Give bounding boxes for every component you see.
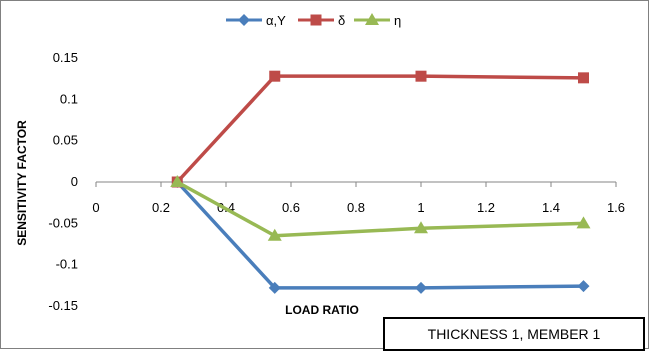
x-tick-label: 0: [92, 200, 99, 215]
data-point-square: [415, 70, 427, 82]
y-tick-label: 0: [71, 174, 78, 189]
series-line: [176, 180, 584, 238]
y-tick-label: 0.05: [53, 133, 78, 148]
series-3: [170, 175, 591, 241]
series-1: [171, 176, 590, 294]
legend-label: α,Υ: [266, 13, 286, 28]
legend-item: δ: [298, 13, 345, 28]
data-point-square: [269, 70, 281, 82]
series-2: [171, 70, 589, 188]
legend-item: α,Υ: [226, 13, 286, 28]
x-tick-label: 0.2: [152, 200, 170, 215]
x-axis-title: LOAD RATIO: [285, 303, 359, 317]
data-point-triangle: [365, 13, 379, 25]
series-group: [170, 70, 591, 294]
legend-label: δ: [338, 13, 345, 28]
y-tick-label: 0.1: [60, 91, 78, 106]
data-point-triangle: [267, 228, 282, 241]
x-tick-label: 1.6: [607, 200, 625, 215]
annotation-box: THICKNESS 1, MEMBER 1: [383, 317, 645, 351]
x-tick-label: 0.8: [347, 200, 365, 215]
x-tick-label: 1: [417, 200, 424, 215]
y-tick-label: -0.05: [48, 215, 78, 230]
data-point-diamond: [577, 280, 590, 293]
x-tick-label: 0.6: [282, 200, 300, 215]
data-point-diamond: [415, 281, 427, 294]
legend-label: η: [394, 13, 401, 28]
data-point-triangle: [170, 175, 185, 187]
x-tick-label: 1.4: [542, 200, 560, 215]
x-tick-label: 1.2: [477, 200, 495, 215]
legend-item: η: [354, 13, 401, 28]
data-point-triangle: [576, 216, 591, 229]
series-line: [175, 74, 584, 184]
annotation-text: THICKNESS 1, MEMBER 1: [427, 326, 601, 342]
data-point-square: [578, 72, 589, 84]
data-point-square: [310, 14, 322, 26]
data-point-triangle: [414, 221, 428, 234]
y-axis-ticks: 0.15 0.1 0.05 0 -0.05 -0.1 -0.15: [48, 50, 78, 313]
y-tick-label: 0.15: [53, 50, 78, 65]
legend: α,Υ δ η: [226, 13, 401, 28]
y-tick-label: -0.15: [48, 298, 78, 313]
series-line: [175, 180, 584, 290]
y-axis-title: SENSITIVITY FACTOR: [15, 120, 29, 246]
y-tick-label: -0.1: [56, 257, 78, 272]
data-point-diamond: [268, 281, 281, 294]
data-point-diamond: [238, 14, 250, 26]
